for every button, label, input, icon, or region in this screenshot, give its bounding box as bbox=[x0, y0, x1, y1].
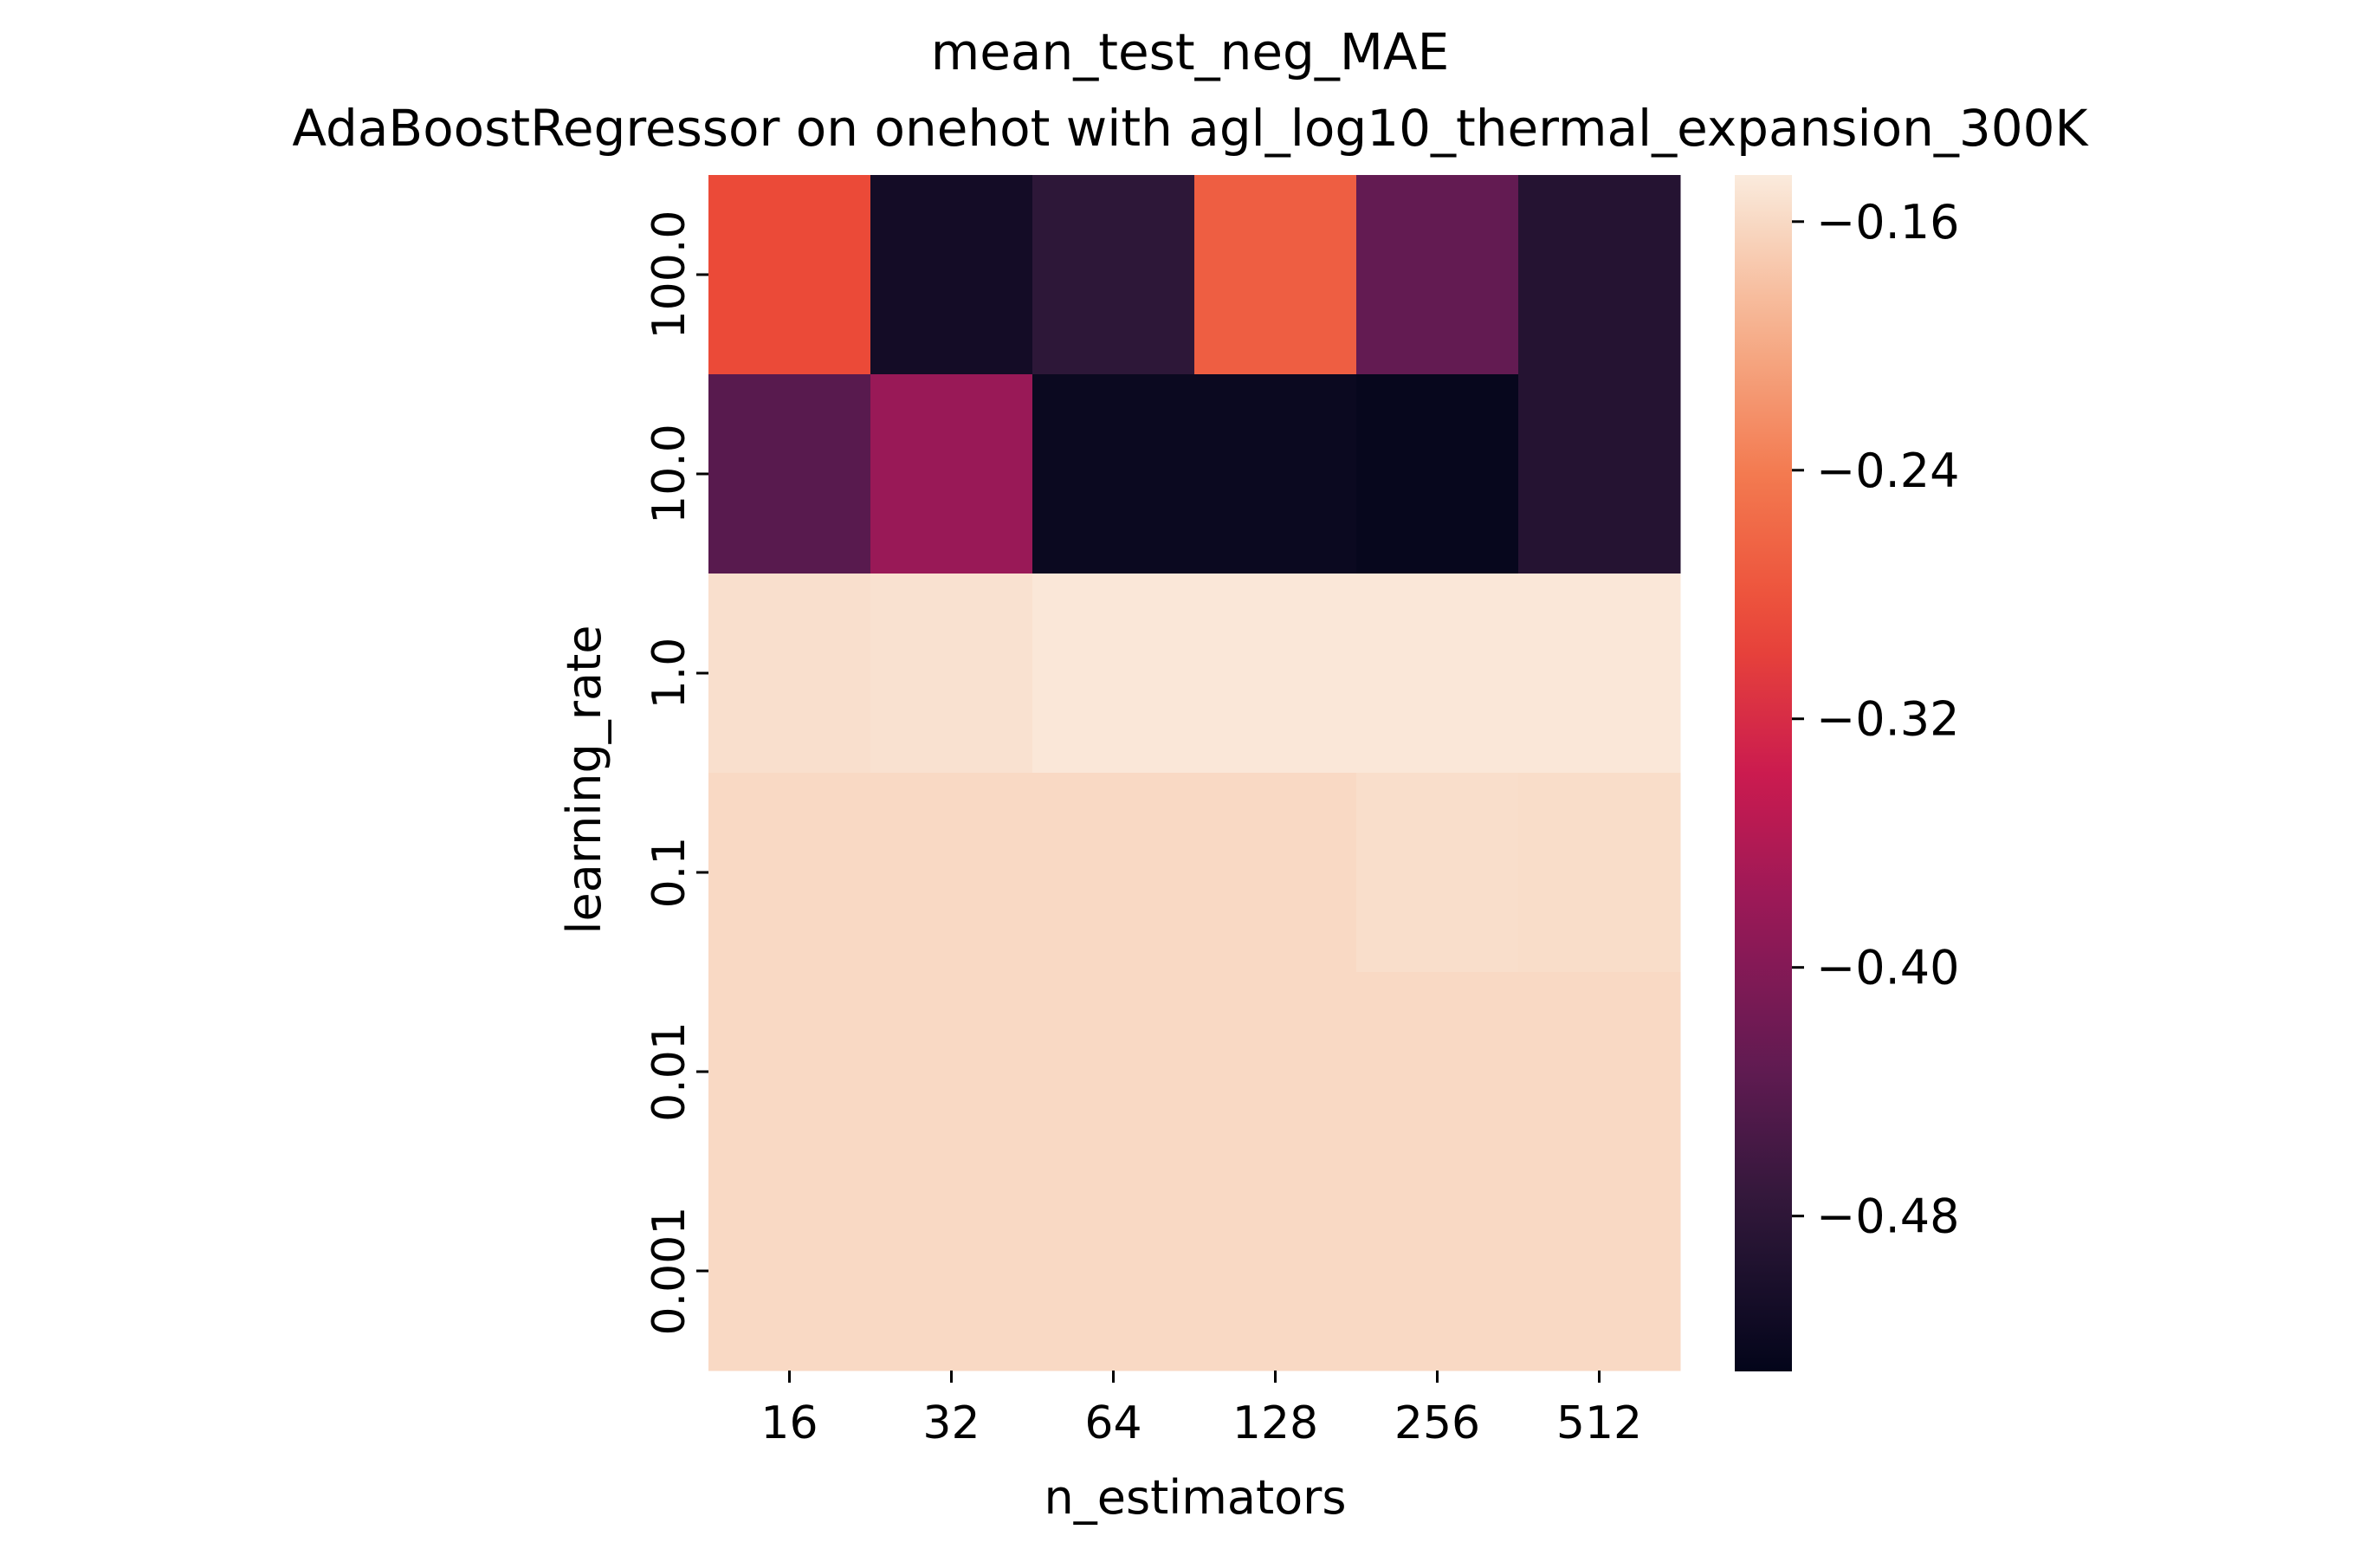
heatmap-cell bbox=[1032, 574, 1195, 774]
colorbar-tick-label: −0.16 bbox=[1816, 195, 1959, 250]
x-tick-label: 16 bbox=[760, 1397, 818, 1449]
y-axis-ticks: 100.0 10.0 1.0 0.1 0.01 0.001 bbox=[644, 211, 708, 1336]
heatmap-cell bbox=[708, 574, 871, 774]
heatmap-cell bbox=[1518, 374, 1681, 574]
heatmap-cell bbox=[870, 1171, 1033, 1371]
colorbar-ticks: −0.16 −0.24 −0.32 −0.40 −0.48 bbox=[1792, 195, 1959, 1244]
chart-subtitle: AdaBoostRegressor on onehot with agl_log… bbox=[292, 99, 2089, 158]
y-tick-label: 100.0 bbox=[644, 211, 695, 340]
heatmap-cell bbox=[1032, 1171, 1195, 1371]
heatmap-cell bbox=[1194, 175, 1357, 375]
heatmap-cell bbox=[870, 374, 1033, 574]
colorbar-tick-label: −0.48 bbox=[1816, 1189, 1959, 1244]
x-tick-label: 512 bbox=[1556, 1397, 1642, 1449]
colorbar-tick-label: −0.24 bbox=[1816, 444, 1959, 498]
heatmap-cell bbox=[1194, 1171, 1357, 1371]
heatmap-cell bbox=[1356, 1171, 1519, 1371]
colorbar-tick-label: −0.40 bbox=[1816, 941, 1959, 995]
y-tick-label: 0.1 bbox=[644, 837, 695, 909]
x-axis-label: n_estimators bbox=[1044, 1470, 1347, 1525]
heatmap-cell bbox=[870, 972, 1033, 1172]
heatmap-cell bbox=[1518, 1171, 1681, 1371]
heatmap-cell bbox=[1356, 374, 1519, 574]
colorbar bbox=[1735, 175, 1792, 1371]
heatmap-cell bbox=[1194, 773, 1357, 973]
x-tick-label: 256 bbox=[1394, 1397, 1480, 1449]
heatmap-cell bbox=[870, 773, 1033, 973]
chart-title: mean_test_neg_MAE bbox=[931, 23, 1450, 81]
x-tick-label: 64 bbox=[1084, 1397, 1141, 1449]
heatmap-cell bbox=[1518, 972, 1681, 1172]
heatmap-cell bbox=[708, 175, 871, 375]
heatmap-cell bbox=[708, 374, 871, 574]
heatmap-cell bbox=[1356, 972, 1519, 1172]
heatmap-cell bbox=[870, 574, 1033, 774]
heatmap-cell bbox=[1032, 374, 1195, 574]
x-tick-label: 32 bbox=[922, 1397, 980, 1449]
x-tick-label: 128 bbox=[1232, 1397, 1318, 1449]
heatmap-cell bbox=[870, 175, 1033, 375]
heatmap-cell bbox=[708, 773, 871, 973]
heatmap-cell bbox=[1518, 574, 1681, 774]
colorbar-tick-label: −0.32 bbox=[1816, 692, 1959, 747]
heatmap-cell bbox=[1032, 175, 1195, 375]
heatmap-cell bbox=[708, 972, 871, 1172]
y-axis-label: learning_rate bbox=[557, 625, 611, 935]
x-axis-ticks: 16 32 64 128 256 512 bbox=[760, 1371, 1642, 1449]
y-tick-label: 0.01 bbox=[644, 1021, 695, 1122]
heatmap-cell bbox=[1194, 574, 1357, 774]
heatmap-cell bbox=[1356, 773, 1519, 973]
heatmap-cell bbox=[1194, 374, 1357, 574]
heatmap-cell bbox=[1032, 972, 1195, 1172]
heatmap-cell bbox=[1032, 773, 1195, 973]
heatmap-cell bbox=[708, 1171, 871, 1371]
heatmap-cell bbox=[1518, 773, 1681, 973]
y-tick-label: 1.0 bbox=[644, 638, 695, 710]
heatmap-cell bbox=[1518, 175, 1681, 375]
heatmap-cell bbox=[1194, 972, 1357, 1172]
heatmap-cell bbox=[1356, 574, 1519, 774]
heatmap-cell bbox=[1356, 175, 1519, 375]
y-tick-label: 0.001 bbox=[644, 1207, 695, 1336]
heatmap-cells bbox=[708, 175, 1681, 1371]
y-tick-label: 10.0 bbox=[644, 424, 695, 524]
